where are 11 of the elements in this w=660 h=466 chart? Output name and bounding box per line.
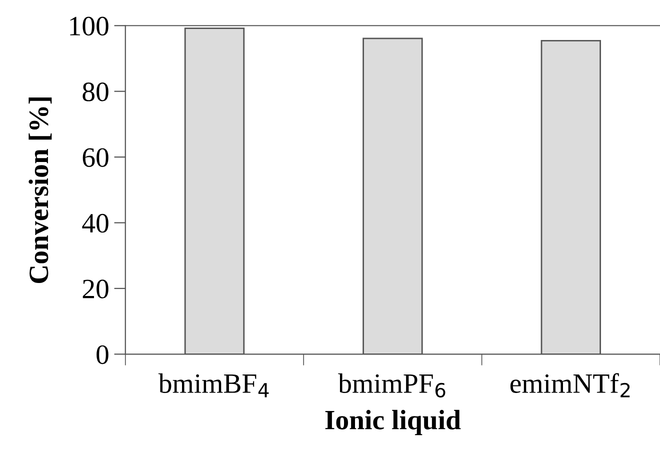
y-tick-label: 60 [82, 148, 108, 167]
y-axis-title: Conversion [%] [28, 97, 52, 284]
y-tick-label: 20 [82, 280, 108, 298]
y-tick-label: 100 [70, 16, 108, 36]
y-tick-label: 0 [96, 345, 108, 364]
x-tick-label: emimNTf$_{2}$ [510, 373, 630, 398]
x-tick-label: bmimBF$_{4}$ [158, 373, 269, 398]
x-axis-title: Ionic liquid [325, 410, 461, 436]
x-tick-label: bmimPF$_{6}$ [338, 373, 446, 398]
y-tick-label: 80 [82, 82, 108, 102]
y-tick-label: 40 [82, 214, 108, 233]
